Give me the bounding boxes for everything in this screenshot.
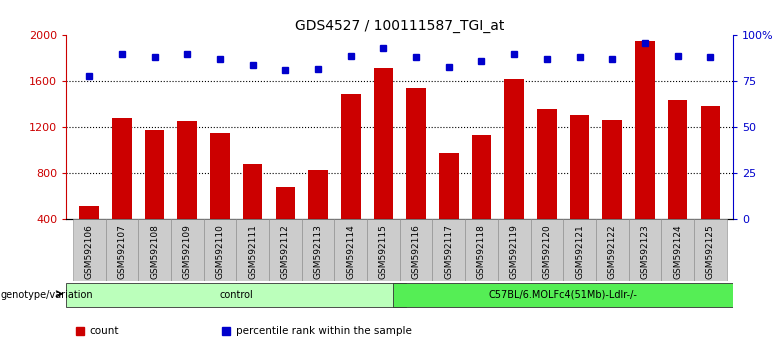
Bar [432, 219, 465, 281]
Bar [399, 219, 432, 281]
Text: C57BL/6.MOLFc4(51Mb)-Ldlr-/-: C57BL/6.MOLFc4(51Mb)-Ldlr-/- [489, 290, 637, 300]
Bar [145, 130, 165, 219]
Bar [537, 109, 557, 219]
Text: GSM592120: GSM592120 [542, 224, 551, 279]
Bar [80, 206, 99, 219]
Bar [505, 79, 524, 219]
Bar [367, 219, 399, 281]
Bar [393, 283, 733, 307]
Bar [465, 219, 498, 281]
Bar [406, 88, 426, 219]
Bar [530, 219, 563, 281]
Text: GSM592116: GSM592116 [412, 224, 420, 279]
Text: GSM592121: GSM592121 [575, 224, 584, 279]
Text: GSM592108: GSM592108 [150, 224, 159, 279]
Text: GSM592111: GSM592111 [248, 224, 257, 279]
Bar [204, 219, 236, 281]
Bar [171, 219, 204, 281]
Title: GDS4527 / 100111587_TGI_at: GDS4527 / 100111587_TGI_at [295, 19, 505, 33]
Bar [243, 164, 262, 219]
Bar [112, 118, 132, 219]
Bar [275, 187, 295, 219]
Bar [700, 105, 720, 219]
Text: percentile rank within the sample: percentile rank within the sample [236, 326, 413, 336]
Bar [341, 94, 360, 219]
Bar [629, 219, 661, 281]
Text: GSM592124: GSM592124 [673, 224, 682, 279]
Bar [563, 219, 596, 281]
Text: genotype/variation: genotype/variation [1, 290, 94, 299]
Text: GSM592125: GSM592125 [706, 224, 714, 279]
Bar [308, 170, 328, 219]
Bar [596, 219, 629, 281]
Bar [177, 120, 197, 219]
Bar [302, 219, 335, 281]
Text: GSM592109: GSM592109 [183, 224, 192, 279]
Text: GSM592123: GSM592123 [640, 224, 650, 279]
Bar [661, 219, 694, 281]
Text: count: count [90, 326, 119, 336]
Text: control: control [219, 290, 254, 300]
Bar [668, 100, 687, 219]
Bar [269, 219, 302, 281]
Bar [439, 153, 459, 219]
Text: GSM592119: GSM592119 [509, 224, 519, 279]
Text: GSM592106: GSM592106 [85, 224, 94, 279]
Text: GSM592122: GSM592122 [608, 224, 617, 279]
Bar [694, 219, 727, 281]
Text: GSM592115: GSM592115 [379, 224, 388, 279]
Text: GSM592117: GSM592117 [445, 224, 453, 279]
Bar [569, 115, 590, 219]
Bar [138, 219, 171, 281]
Text: GSM592107: GSM592107 [117, 224, 126, 279]
Text: GSM592118: GSM592118 [477, 224, 486, 279]
Bar [635, 41, 654, 219]
Bar [472, 136, 491, 219]
Text: GSM592110: GSM592110 [215, 224, 225, 279]
Bar [73, 219, 105, 281]
Bar [498, 219, 530, 281]
Bar [602, 120, 622, 219]
Bar [335, 219, 367, 281]
Bar [210, 133, 230, 219]
Text: GSM592114: GSM592114 [346, 224, 355, 279]
Bar [105, 219, 138, 281]
Text: GSM592112: GSM592112 [281, 224, 290, 279]
Bar [374, 68, 393, 219]
Bar [236, 219, 269, 281]
Text: GSM592113: GSM592113 [314, 224, 322, 279]
Bar [66, 283, 406, 307]
